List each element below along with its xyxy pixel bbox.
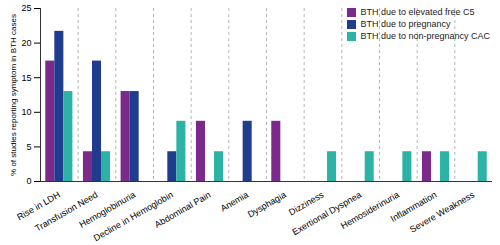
svg-text:Dizziness: Dizziness [287, 189, 326, 218]
svg-text:10: 10 [21, 107, 31, 117]
svg-text:Hemosiderinuria: Hemosiderinuria [339, 190, 401, 231]
svg-text:% of studies reporting symptom: % of studies reporting symptom in BTH ca… [9, 14, 18, 176]
svg-text:Transfusion Need: Transfusion Need [33, 190, 99, 234]
svg-text:5: 5 [26, 142, 31, 152]
svg-text:Rise in LDH: Rise in LDH [15, 189, 62, 223]
svg-text:15: 15 [21, 73, 31, 83]
html-text:BTH due to pregnancy: BTH due to pregnancy [360, 19, 451, 29]
svg-text:Dysphagia: Dysphagia [246, 190, 288, 220]
svg-text:Abdominal Pain: Abdominal Pain [153, 190, 213, 230]
svg-text:25: 25 [21, 3, 31, 13]
svg-text:Inflammation: Inflammation [388, 189, 439, 224]
svg-text:Severe Weakness: Severe Weakness [408, 189, 477, 234]
svg-text:Exertional Dyspnea: Exertional Dyspnea [291, 190, 364, 238]
svg-text:Anemia: Anemia [219, 190, 250, 214]
html-text:BTH due to non-pregnancy CAC: BTH due to non-pregnancy CAC [360, 31, 490, 41]
svg-text:20: 20 [21, 38, 31, 48]
svg-text:Hemoglobinuria: Hemoglobinuria [77, 189, 138, 230]
svg-text:Decline in Hemoglobin: Decline in Hemoglobin [91, 189, 175, 244]
svg-text:0: 0 [26, 176, 31, 186]
html-text:BTH due to elevated free C5: BTH due to elevated free C5 [360, 7, 475, 17]
